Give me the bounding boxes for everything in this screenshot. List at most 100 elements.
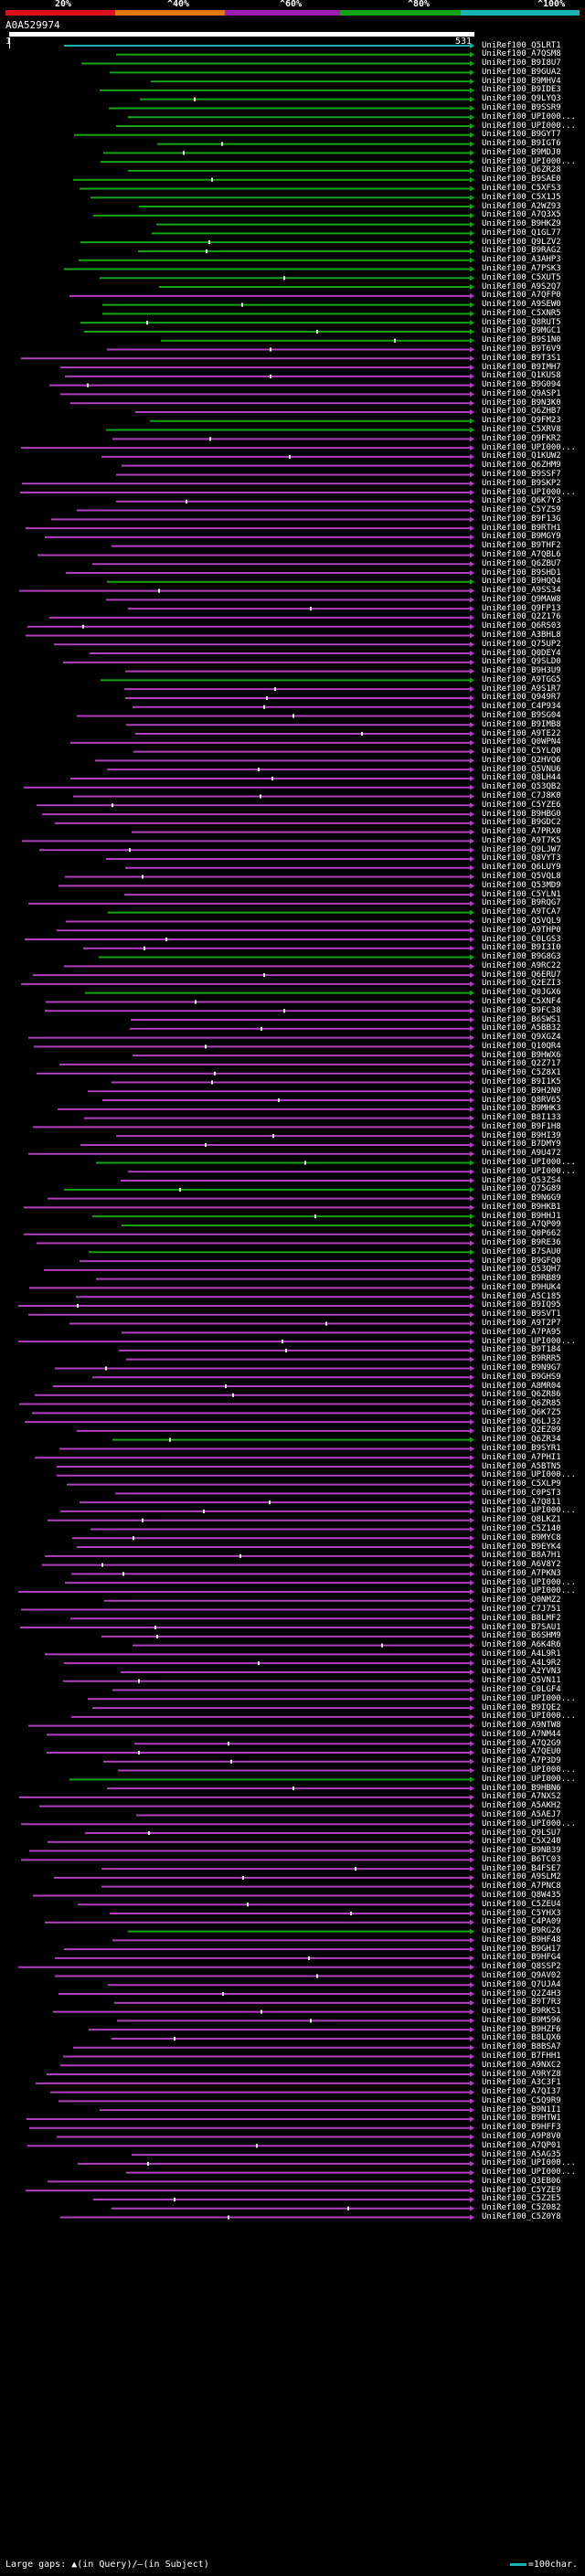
hit-label[interactable]: UniRef100_B7SAU0 [482, 1246, 561, 1256]
hit-label[interactable]: UniRef100_B8LMF2 [482, 1613, 561, 1623]
hit-label[interactable]: UniRef100_Q8W435 [482, 1890, 561, 1900]
hit-label[interactable]: UniRef100_C5XRV8 [482, 425, 561, 435]
hit-label[interactable]: UniRef100_Q53QH7 [482, 1265, 561, 1275]
hit-label[interactable]: UniRef100_B9H3U9 [482, 666, 561, 676]
hit-label[interactable]: UniRef100_Q9FP13 [482, 603, 561, 613]
hit-label[interactable]: UniRef100_B9HF48 [482, 1935, 561, 1945]
hit-label[interactable]: UniRef100_Q9XGZ4 [482, 1033, 561, 1043]
hit-label[interactable]: UniRef100_A9NTW8 [482, 1721, 561, 1731]
hit-label[interactable]: UniRef100_B9GYT7 [482, 130, 561, 140]
hit-label[interactable]: UniRef100_B9RE36 [482, 1238, 561, 1248]
hit-label[interactable]: UniRef100_A9P8V0 [482, 2132, 561, 2142]
hit-label[interactable]: UniRef100_B9H2N9 [482, 1086, 561, 1096]
hit-label[interactable]: UniRef100_A5BTN5 [482, 1461, 561, 1471]
hit-label[interactable]: UniRef100_B9RKS1 [482, 2007, 561, 2017]
hit-label[interactable]: UniRef100_A9S2Q7 [482, 281, 561, 292]
hit-label[interactable]: UniRef100_Q8VYT3 [482, 853, 561, 864]
hit-label[interactable]: UniRef100_B9IMB8 [482, 719, 561, 729]
hit-label[interactable]: UniRef100_A7QSM8 [482, 49, 561, 59]
hit-label[interactable]: UniRef100_A7QP01 [482, 2140, 561, 2150]
hit-label[interactable]: UniRef100_Q5VNU6 [482, 764, 561, 774]
hit-label[interactable]: UniRef100_UPI000... [482, 121, 576, 131]
hit-label[interactable]: UniRef100_A9RYZ8 [482, 2069, 561, 2079]
hit-label[interactable]: UniRef100_Q6ZR28 [482, 165, 561, 175]
hit-label[interactable]: UniRef100_UPI000... [482, 1166, 576, 1176]
hit-label[interactable]: UniRef100_Q6ZR86 [482, 1390, 561, 1400]
hit-label[interactable]: UniRef100_B9HKB1 [482, 1202, 561, 1212]
hit-label[interactable]: UniRef100_Q53QB2 [482, 782, 561, 792]
hit-label[interactable]: UniRef100_B8LQX6 [482, 2033, 561, 2043]
hit-label[interactable]: UniRef100_A7PNC8 [482, 1882, 561, 1892]
hit-label[interactable]: UniRef100_B6TC03 [482, 1854, 561, 1864]
hit-label[interactable]: UniRef100_Q9FKR2 [482, 433, 561, 443]
hit-label[interactable]: UniRef100_B9HZF6 [482, 2024, 561, 2034]
hit-label[interactable]: UniRef100_Q9ASP1 [482, 388, 561, 398]
hit-label[interactable]: UniRef100_C4P934 [482, 702, 561, 712]
hit-label[interactable]: UniRef100_B9GFQ0 [482, 1256, 561, 1266]
hit-label[interactable]: UniRef100_A9SS34 [482, 586, 561, 596]
hit-label[interactable]: UniRef100_C5YLQ0 [482, 747, 561, 757]
hit-label[interactable]: UniRef100_UPI000... [482, 1577, 576, 1587]
hit-label[interactable]: UniRef100_UPI000... [482, 442, 576, 452]
hit-label[interactable]: UniRef100_Q5VN11 [482, 1676, 561, 1686]
hit-label[interactable]: UniRef100_A7QI37 [482, 2087, 561, 2097]
hit-label[interactable]: UniRef100_Q5LRT1 [482, 40, 561, 50]
hit-label[interactable]: UniRef100_C7J8K0 [482, 791, 561, 801]
hit-label[interactable]: UniRef100_C5XUT5 [482, 272, 561, 282]
hit-label[interactable]: UniRef100_Q6ZHB7 [482, 407, 561, 417]
hit-label[interactable]: UniRef100_B8A7H1 [482, 1551, 561, 1561]
hit-label[interactable]: UniRef100_B9GDC2 [482, 818, 561, 828]
hit-label[interactable]: UniRef100_Q8SSP2 [482, 1962, 561, 1972]
hit-label[interactable]: UniRef100_C5Z2E5 [482, 2194, 561, 2204]
hit-label[interactable]: UniRef100_A6K4R6 [482, 1640, 561, 1650]
hit-label[interactable]: UniRef100_B9N9G7 [482, 1362, 561, 1373]
hit-label[interactable]: UniRef100_Q6ZHM9 [482, 461, 561, 471]
hit-label[interactable]: UniRef100_B9RAG2 [482, 246, 561, 256]
hit-label[interactable]: UniRef100_B7FHH1 [482, 2051, 561, 2061]
hit-label[interactable]: UniRef100_A7PRX0 [482, 827, 561, 837]
hit-label[interactable]: UniRef100_A7QBL6 [482, 549, 561, 559]
hit-label[interactable]: UniRef100_Q1KUS8 [482, 371, 561, 381]
hit-label[interactable]: UniRef100_C5Z082 [482, 2203, 561, 2213]
hit-label[interactable]: UniRef100_B9MDJ0 [482, 147, 561, 157]
hit-label[interactable]: UniRef100_C5X1J5 [482, 192, 561, 202]
hit-label[interactable]: UniRef100_B9SSR9 [482, 102, 561, 112]
hit-label[interactable]: UniRef100_A7P3D9 [482, 1756, 561, 1766]
hit-label[interactable]: UniRef100_C0LGS3 [482, 934, 561, 944]
hit-label[interactable]: UniRef100_B7DMY9 [482, 1140, 561, 1150]
hit-label[interactable]: UniRef100_A7NXS2 [482, 1792, 561, 1802]
hit-label[interactable]: UniRef100_Q6LJ32 [482, 1416, 561, 1426]
hit-label[interactable]: UniRef100_A7PSK3 [482, 264, 561, 273]
hit-label[interactable]: UniRef100_C5XNR5 [482, 308, 561, 318]
hit-label[interactable]: UniRef100_A5AKH2 [482, 1801, 561, 1811]
hit-label[interactable]: UniRef100_Q9FM23 [482, 416, 561, 426]
hit-label[interactable]: UniRef100_UPI000... [482, 1470, 576, 1480]
hit-label[interactable]: UniRef100_C0LGF4 [482, 1685, 561, 1695]
hit-label[interactable]: UniRef100_Q949R7 [482, 693, 561, 703]
hit-label[interactable]: UniRef100_B9G094 [482, 380, 561, 390]
hit-label[interactable]: UniRef100_Q2Z4H3 [482, 1988, 561, 1998]
hit-label[interactable]: UniRef100_A7QEU0 [482, 1747, 561, 1757]
hit-label[interactable]: UniRef100_A6V8Y2 [482, 1560, 561, 1570]
hit-label[interactable]: UniRef100_A9TE22 [482, 728, 561, 738]
hit-label[interactable]: UniRef100_UPI000... [482, 1765, 576, 1776]
hit-label[interactable]: UniRef100_UPI000... [482, 1336, 576, 1346]
hit-label[interactable]: UniRef100_Q75G89 [482, 1184, 561, 1194]
hit-label[interactable]: UniRef100_A2WZ93 [482, 201, 561, 211]
hit-label[interactable]: UniRef100_Q10QR4 [482, 1041, 561, 1051]
hit-label[interactable]: UniRef100_B9MYC8 [482, 1532, 561, 1542]
hit-label[interactable]: UniRef100_UPI000... [482, 111, 576, 122]
hit-label[interactable]: UniRef100_B9I8U7 [482, 58, 561, 69]
hit-label[interactable]: UniRef100_C5Q9R9 [482, 2095, 561, 2105]
hit-label[interactable]: UniRef100_Q2Z717 [482, 1059, 561, 1069]
hit-label[interactable]: UniRef100_B9I3I0 [482, 943, 561, 953]
hit-label[interactable]: UniRef100_A2YVN3 [482, 1667, 561, 1677]
hit-label[interactable]: UniRef100_B9IMH7 [482, 362, 561, 372]
hit-label[interactable]: UniRef100_B7SAU1 [482, 1622, 561, 1632]
hit-label[interactable]: UniRef100_Q9SLD0 [482, 657, 561, 667]
hit-label[interactable]: UniRef100_C5XNF4 [482, 996, 561, 1006]
hit-label[interactable]: UniRef100_C5X240 [482, 1837, 561, 1847]
hit-label[interactable]: UniRef100_B9MGY9 [482, 532, 561, 542]
hit-label[interactable]: UniRef100_UPI000... [482, 1693, 576, 1703]
hit-label[interactable]: UniRef100_C5YZS9 [482, 505, 561, 515]
